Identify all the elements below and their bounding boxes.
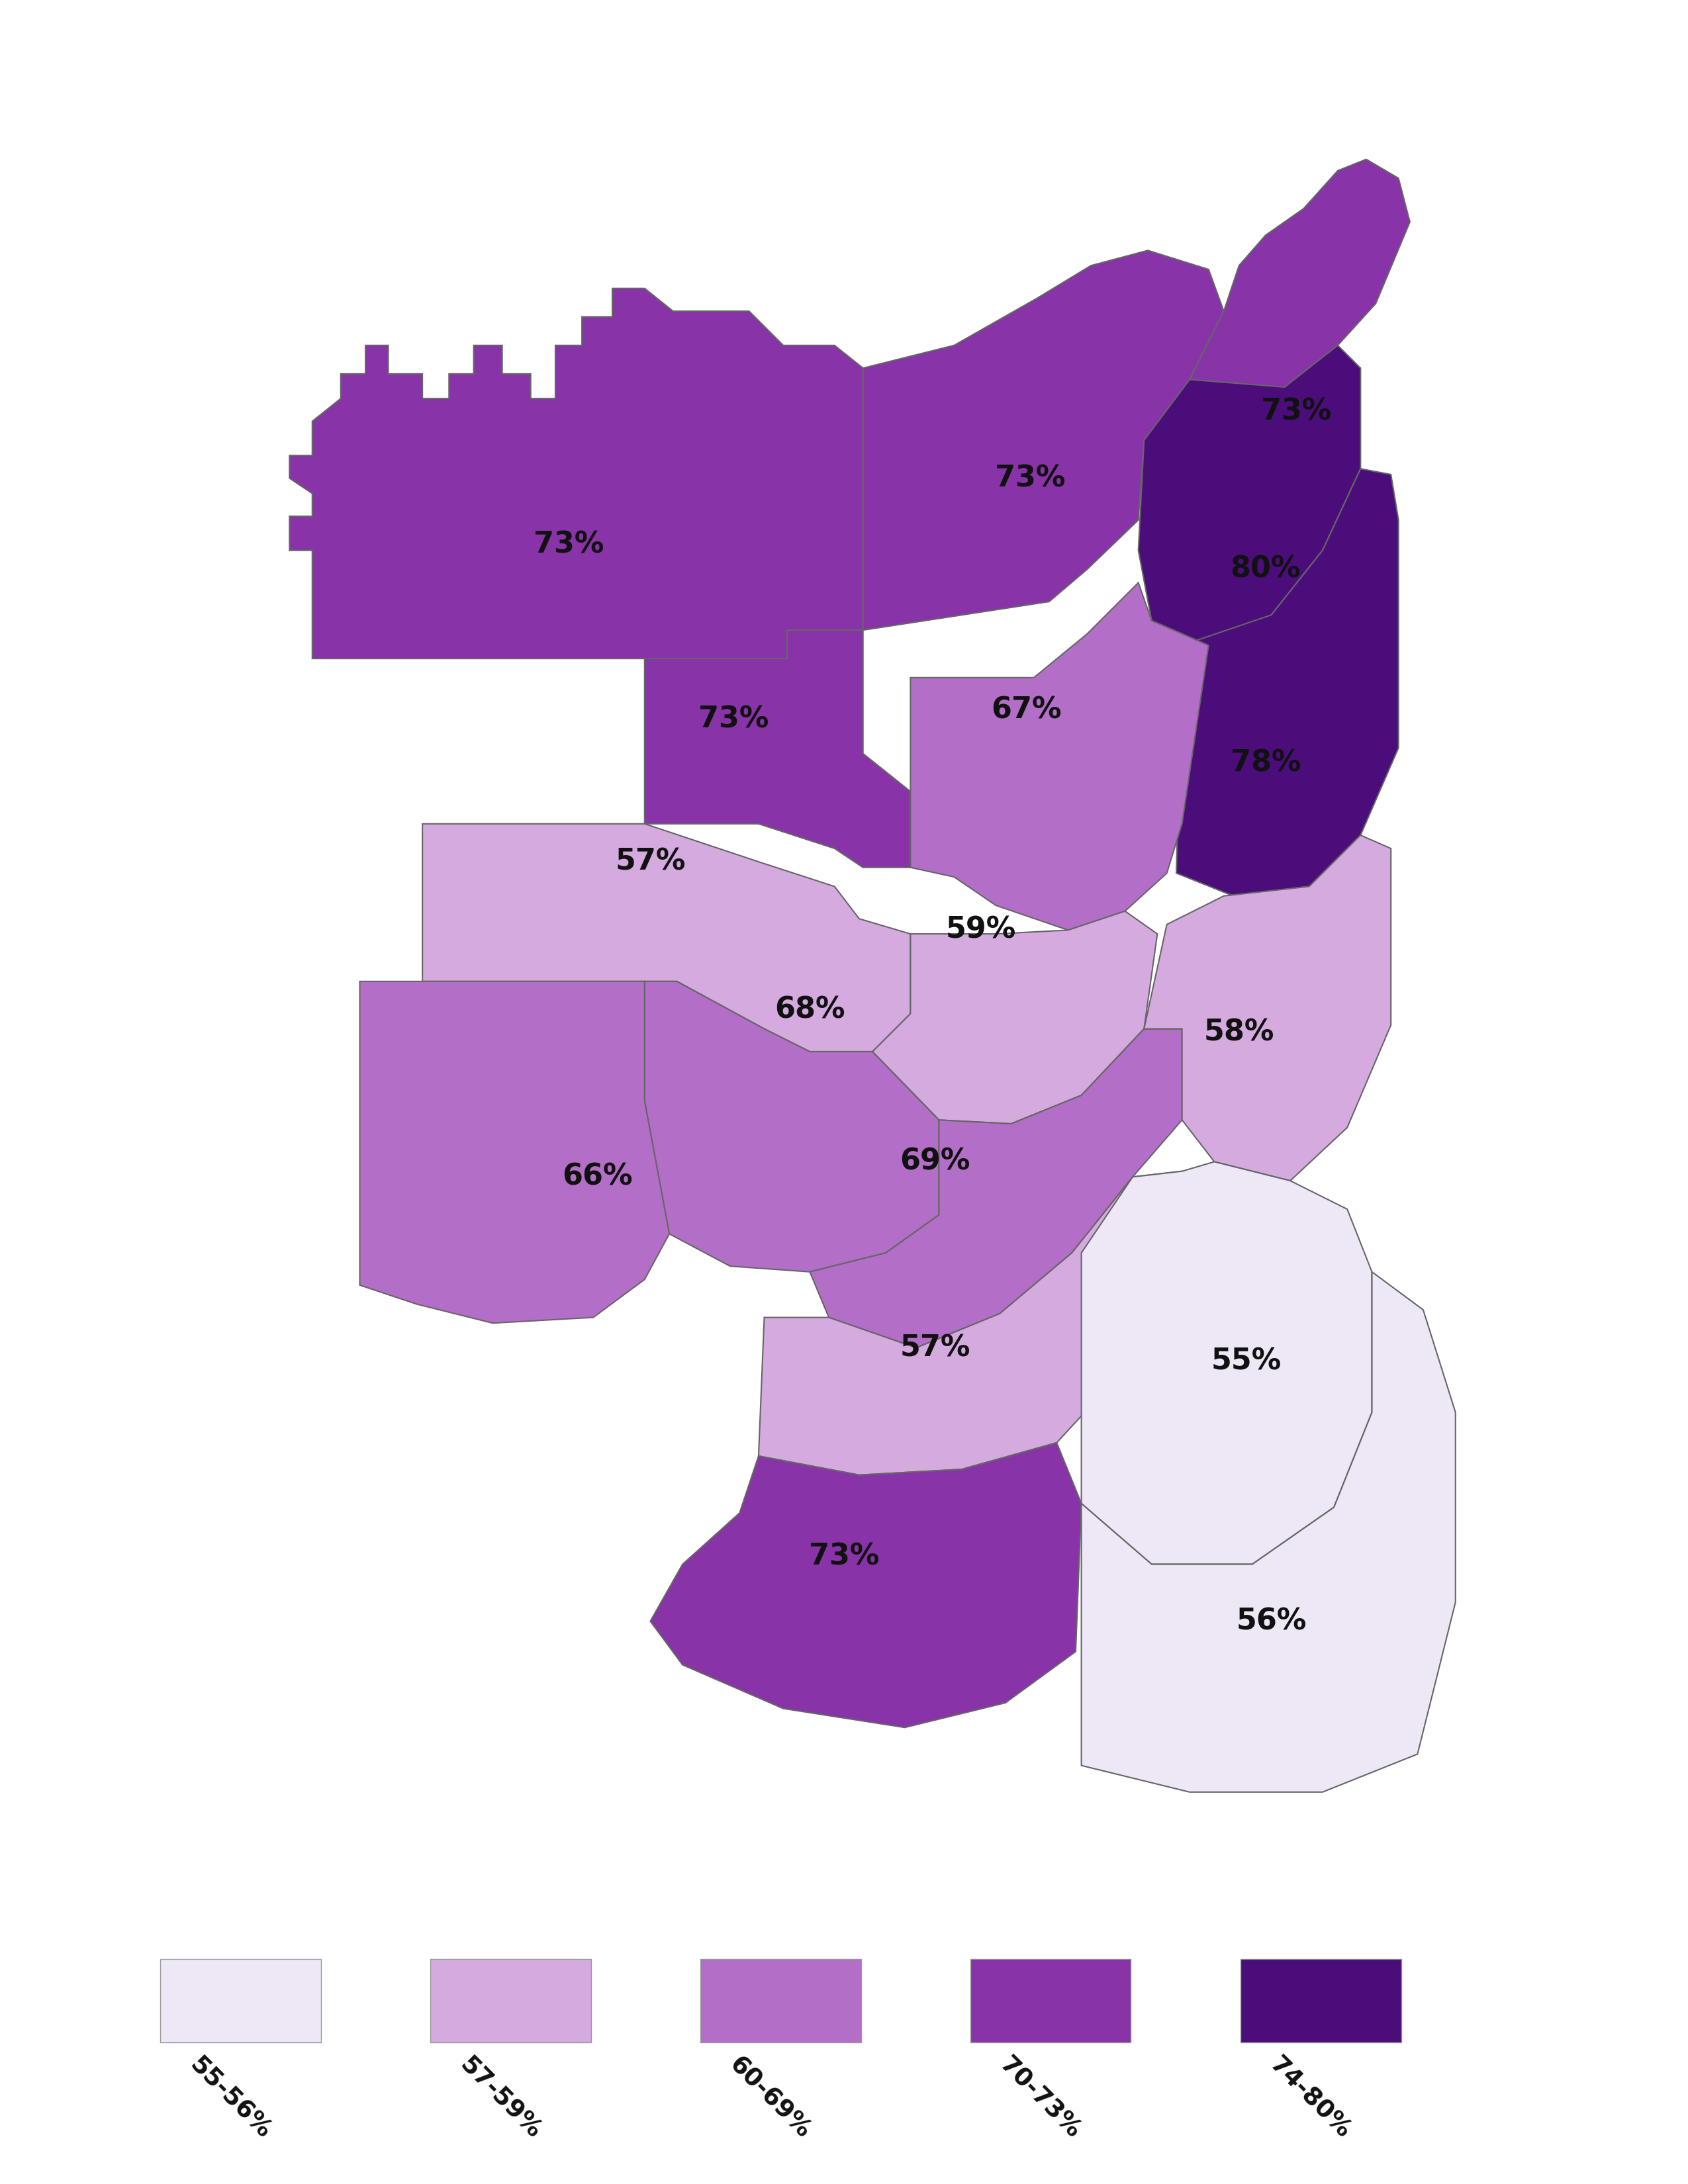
Polygon shape <box>1138 345 1361 644</box>
Polygon shape <box>1082 1271 1455 1793</box>
Text: 73%: 73% <box>809 1542 879 1570</box>
Text: 80%: 80% <box>1231 555 1301 583</box>
Text: 73%: 73% <box>1261 397 1332 426</box>
Text: 66%: 66% <box>562 1162 633 1190</box>
Polygon shape <box>1082 1162 1372 1564</box>
Polygon shape <box>422 823 910 1053</box>
Polygon shape <box>645 631 910 867</box>
Polygon shape <box>910 583 1209 930</box>
Text: 73%: 73% <box>699 705 770 734</box>
Polygon shape <box>810 1029 1182 1348</box>
Text: 67%: 67% <box>991 697 1062 725</box>
Polygon shape <box>645 981 939 1271</box>
Polygon shape <box>863 251 1224 631</box>
Text: 55-56%: 55-56% <box>184 2053 275 2143</box>
Text: 74-80%: 74-80% <box>1264 2053 1355 2143</box>
Text: 57%: 57% <box>900 1334 971 1363</box>
Polygon shape <box>758 1171 1190 1474</box>
Polygon shape <box>1190 159 1409 397</box>
Polygon shape <box>873 911 1158 1125</box>
Polygon shape <box>360 981 668 1324</box>
Text: 57-59%: 57-59% <box>454 2053 545 2143</box>
Polygon shape <box>1144 834 1391 1182</box>
Text: 58%: 58% <box>1204 1018 1274 1046</box>
Text: 69%: 69% <box>900 1147 971 1175</box>
Text: 57%: 57% <box>614 847 685 876</box>
Text: 78%: 78% <box>1231 749 1301 778</box>
Text: 70-73%: 70-73% <box>994 2053 1085 2143</box>
Text: 73%: 73% <box>994 463 1065 491</box>
Text: 59%: 59% <box>945 915 1016 943</box>
Polygon shape <box>290 288 863 660</box>
Text: 55%: 55% <box>1212 1348 1281 1376</box>
Polygon shape <box>650 1444 1082 1728</box>
Text: 56%: 56% <box>1236 1607 1307 1636</box>
Text: 68%: 68% <box>775 996 846 1024</box>
Text: 73%: 73% <box>533 531 604 559</box>
Text: 60-69%: 60-69% <box>724 2053 815 2143</box>
Polygon shape <box>1177 470 1398 895</box>
